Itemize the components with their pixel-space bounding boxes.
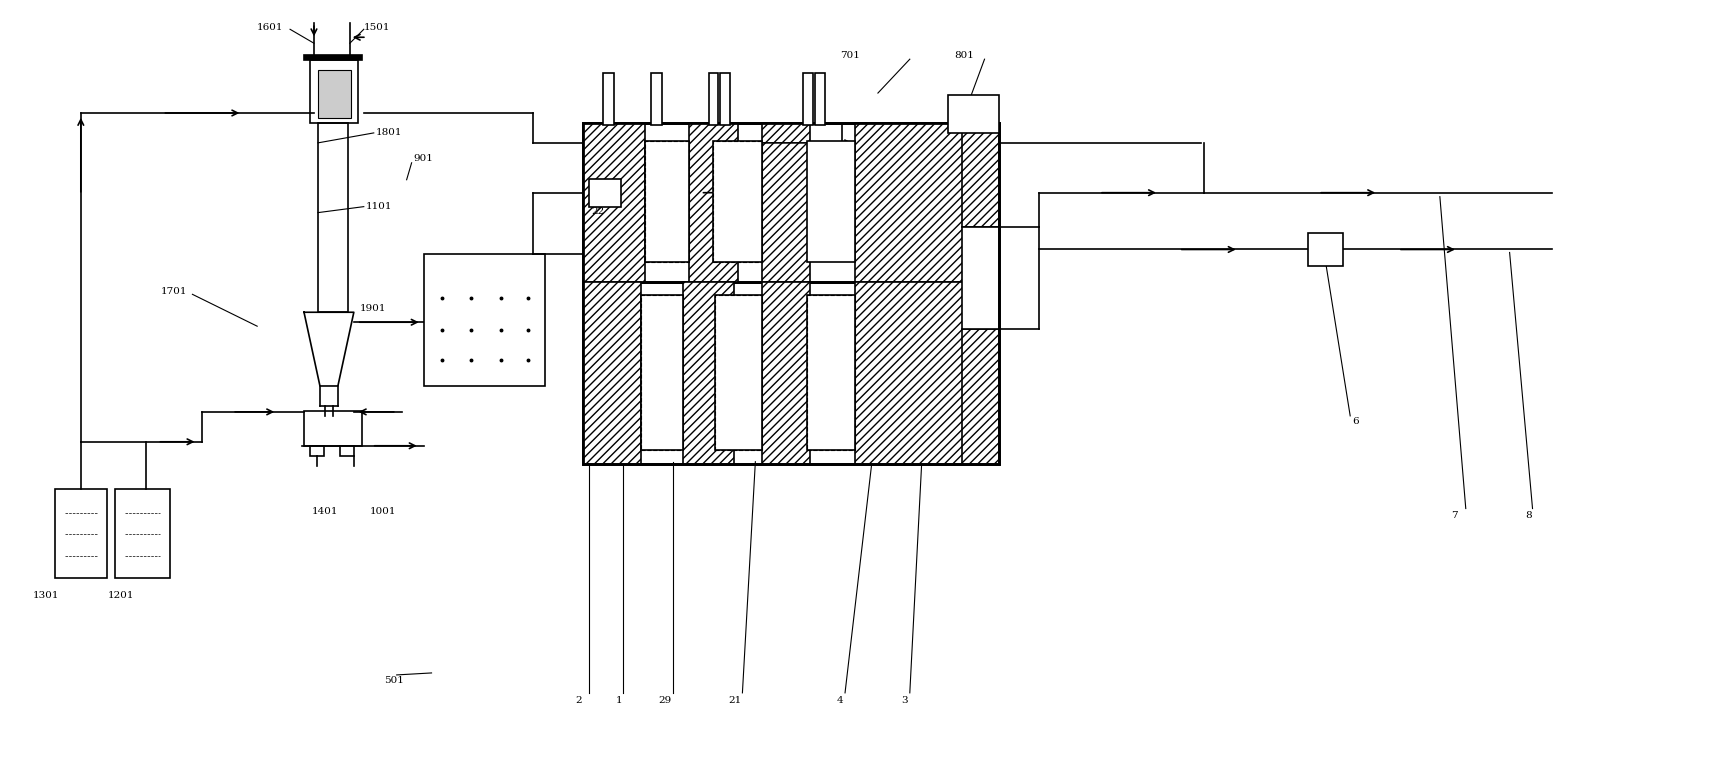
Text: 1001: 1001 bbox=[369, 507, 397, 516]
Bar bbox=[689, 123, 739, 283]
Bar bbox=[588, 179, 621, 206]
Text: 1601: 1601 bbox=[256, 23, 284, 32]
Text: 4: 4 bbox=[836, 696, 843, 705]
Text: 1501: 1501 bbox=[364, 23, 390, 32]
Text: 29: 29 bbox=[658, 696, 672, 705]
Bar bbox=[583, 283, 641, 464]
Bar bbox=[645, 141, 689, 263]
Text: 1101: 1101 bbox=[366, 202, 392, 211]
Text: 901: 901 bbox=[414, 154, 434, 163]
Text: 7: 7 bbox=[1452, 511, 1459, 520]
Bar bbox=[804, 73, 814, 125]
Text: 1301: 1301 bbox=[32, 591, 60, 600]
Text: 701: 701 bbox=[840, 50, 860, 60]
Bar bbox=[855, 283, 999, 464]
Bar bbox=[961, 123, 999, 227]
Bar bbox=[645, 141, 689, 263]
Bar bbox=[715, 296, 763, 450]
Bar bbox=[807, 296, 855, 450]
Bar bbox=[304, 55, 363, 60]
Bar bbox=[304, 411, 363, 445]
Bar bbox=[708, 73, 718, 125]
Bar bbox=[424, 254, 545, 386]
Bar bbox=[641, 296, 682, 450]
Bar bbox=[682, 283, 734, 464]
Text: 1401: 1401 bbox=[311, 507, 339, 516]
Bar bbox=[641, 296, 682, 450]
Bar bbox=[715, 296, 763, 450]
Bar bbox=[583, 123, 999, 464]
Bar bbox=[763, 123, 811, 283]
Text: 8: 8 bbox=[1525, 511, 1532, 520]
Text: 801: 801 bbox=[954, 50, 975, 60]
Bar bbox=[713, 141, 763, 263]
Text: 1: 1 bbox=[616, 696, 622, 705]
Text: 3: 3 bbox=[901, 696, 908, 705]
Text: 501: 501 bbox=[383, 676, 404, 685]
Bar bbox=[807, 141, 855, 263]
Bar bbox=[318, 123, 347, 312]
Bar bbox=[855, 123, 999, 283]
Bar bbox=[318, 70, 351, 118]
Bar bbox=[763, 283, 811, 464]
Bar bbox=[720, 73, 730, 125]
Bar bbox=[604, 73, 614, 125]
Text: 21: 21 bbox=[728, 696, 740, 705]
Bar bbox=[652, 73, 662, 125]
Text: 2: 2 bbox=[576, 696, 583, 705]
Bar bbox=[1308, 232, 1344, 267]
Text: 1901: 1901 bbox=[359, 304, 386, 312]
Text: 1201: 1201 bbox=[108, 591, 133, 600]
Bar bbox=[807, 296, 855, 450]
Bar bbox=[115, 489, 169, 578]
Bar bbox=[55, 489, 106, 578]
Bar bbox=[310, 60, 357, 123]
Bar bbox=[340, 445, 354, 456]
Text: 6: 6 bbox=[1353, 417, 1359, 426]
Text: 1801: 1801 bbox=[376, 128, 402, 138]
Text: 1701: 1701 bbox=[161, 286, 186, 296]
Bar bbox=[947, 95, 999, 133]
Bar bbox=[961, 227, 999, 329]
Bar bbox=[583, 123, 645, 283]
Bar bbox=[583, 123, 999, 464]
Bar bbox=[816, 73, 826, 125]
Bar bbox=[961, 329, 999, 464]
Text: 22: 22 bbox=[592, 207, 604, 216]
Bar bbox=[310, 445, 323, 456]
Bar bbox=[713, 141, 763, 263]
